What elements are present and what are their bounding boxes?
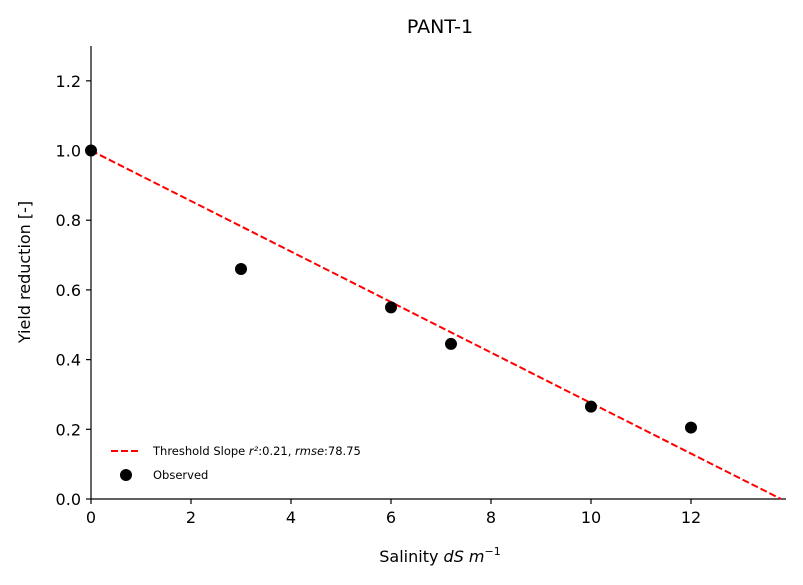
legend-label-observed: Observed: [153, 468, 208, 482]
plot-area: 0 2 4 6 8 10 12 0.0 0.2 0.4 0.6 0.8 1.0 1.2: [56, 46, 786, 527]
observed-point: [235, 263, 247, 276]
y-tick-label: 0.2: [56, 420, 81, 439]
observed-point: [585, 400, 597, 413]
legend: Threshold Slope r²:0.21, rmse:78.75 Obse…: [111, 444, 361, 482]
legend-marker-swatch: [120, 469, 132, 481]
x-tick-label: 8: [486, 508, 496, 527]
y-tick-label: 0.8: [56, 211, 81, 230]
x-tick-label: 0: [86, 508, 96, 527]
y-axis-label: Yield reduction [-]: [15, 201, 34, 344]
legend-label-threshold-slope: Threshold Slope r²:0.21, rmse:78.75: [152, 444, 361, 458]
x-axis-label-prefix: Salinity: [379, 547, 443, 566]
x-axis-label: Salinity dS m−1: [379, 545, 500, 566]
x-tick-label: 10: [581, 508, 601, 527]
y-tick-label: 0.6: [56, 281, 81, 300]
y-tick-label: 1.0: [56, 142, 81, 161]
y-tick-label: 1.2: [56, 72, 81, 91]
x-tick-label: 2: [186, 508, 196, 527]
x-axis-label-exponent: −1: [485, 545, 501, 558]
observed-point: [85, 144, 97, 157]
threshold-slope-line: [90, 149, 782, 500]
x-tick-label: 4: [286, 508, 296, 527]
observed-point: [445, 337, 457, 350]
y-tick-label: 0.4: [56, 351, 81, 370]
observed-point: [385, 301, 397, 314]
x-tick-label: 6: [386, 508, 396, 527]
observed-point: [685, 421, 697, 434]
chart-title: PANT-1: [407, 16, 473, 38]
y-tick-label: 0.0: [56, 490, 81, 509]
x-tick-label: 12: [681, 508, 701, 527]
x-axis-label-unit: dS m: [444, 547, 485, 566]
